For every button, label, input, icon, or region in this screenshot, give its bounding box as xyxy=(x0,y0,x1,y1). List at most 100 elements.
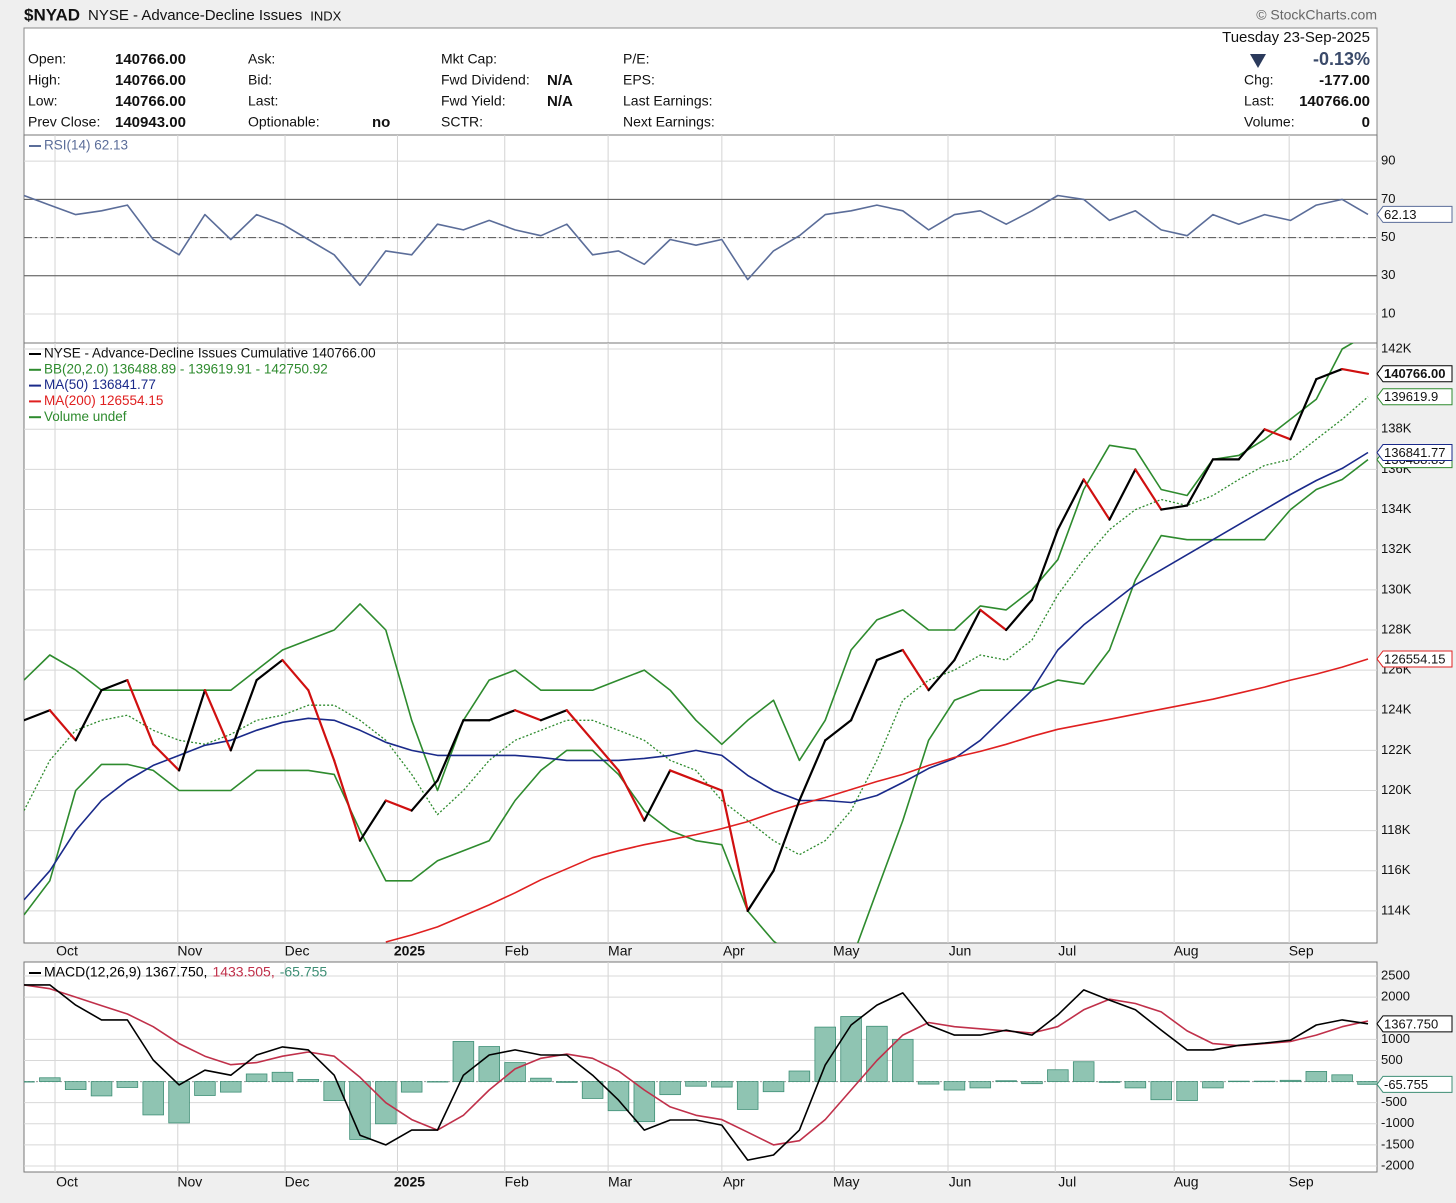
x-tick-label: Nov xyxy=(177,1174,202,1190)
x-tick-label: Aug xyxy=(1174,1174,1199,1190)
x-tick-label: May xyxy=(833,943,859,959)
field-label: Last: xyxy=(1244,93,1274,109)
field-value: 140766.00 xyxy=(1299,93,1370,110)
series-line xyxy=(385,658,1369,943)
price-segment xyxy=(488,709,517,722)
price-segment xyxy=(1030,528,1059,601)
histogram-bar xyxy=(194,1081,216,1096)
histogram-bar xyxy=(1279,1079,1302,1082)
y-tick-label: -1000 xyxy=(1381,1115,1414,1130)
histogram-bar xyxy=(659,1081,681,1096)
price-segment xyxy=(901,648,930,692)
x-tick-label: May xyxy=(833,1174,859,1190)
y-tick-label: 2000 xyxy=(1381,989,1410,1004)
y-tick-label: 138K xyxy=(1381,421,1412,436)
field-label: Next Earnings: xyxy=(623,114,715,130)
histogram-bar xyxy=(478,1046,500,1082)
price-segment xyxy=(1108,468,1137,521)
histogram-bar xyxy=(39,1077,61,1082)
histogram-bar xyxy=(607,1081,630,1112)
y-tick-label: -1500 xyxy=(1381,1136,1414,1151)
histogram-bar xyxy=(1047,1069,1069,1082)
price-segment xyxy=(513,709,543,722)
y-tick-label: 114K xyxy=(1381,902,1411,917)
value-tag: -65.755 xyxy=(1384,1077,1428,1092)
price-segment xyxy=(24,709,51,722)
histogram-bar xyxy=(1357,1081,1377,1085)
x-tick-label: Mar xyxy=(608,943,632,959)
price-segment xyxy=(1185,458,1215,507)
price-segment xyxy=(203,689,232,752)
y-tick-label: 1000 xyxy=(1381,1031,1410,1046)
histogram-bar xyxy=(116,1081,139,1088)
price-segment xyxy=(643,769,672,822)
x-tick-label: Dec xyxy=(285,943,310,959)
y-tick-label: 70 xyxy=(1381,191,1395,206)
price-segment xyxy=(152,743,181,772)
price-segment xyxy=(384,799,413,812)
price-segment xyxy=(410,779,439,812)
price-segment xyxy=(720,789,749,912)
y-tick-label: 90 xyxy=(1381,153,1395,168)
histogram-bar xyxy=(142,1081,164,1116)
field-label: Open: xyxy=(28,51,66,67)
price-segment xyxy=(1082,478,1111,521)
histogram-bar xyxy=(1176,1081,1198,1101)
price-segment xyxy=(669,769,698,782)
y-tick-label: 130K xyxy=(1381,581,1412,596)
field-label: Chg: xyxy=(1244,72,1274,88)
field-value: N/A xyxy=(547,72,573,89)
histogram-bar xyxy=(814,1026,836,1082)
legend-entry: -65.755 xyxy=(280,964,328,980)
plot xyxy=(24,962,1377,1172)
price-segment xyxy=(1341,367,1370,375)
histogram-bar xyxy=(892,1038,914,1082)
price-segment xyxy=(436,719,465,782)
field-value: N/A xyxy=(547,93,573,110)
field-label: Optionable: xyxy=(248,114,320,130)
value-tag-box xyxy=(1376,1015,1453,1033)
histogram-bar xyxy=(349,1081,371,1140)
histogram-bar xyxy=(736,1081,759,1110)
legend-entry: BB(20,2.0) 136488.89 - 139619.91 - 14275… xyxy=(44,361,328,376)
price-segment xyxy=(979,608,1008,632)
x-tick-label: Jun xyxy=(949,943,972,959)
y-tick-label: 30 xyxy=(1381,267,1395,282)
y-tick-label: 142K xyxy=(1381,340,1412,355)
field-value: 140943.00 xyxy=(115,114,186,131)
x-tick-label: 2025 xyxy=(394,943,425,959)
x-tick-label: Dec xyxy=(285,1174,310,1190)
price-segment xyxy=(617,769,646,822)
field-label: Bid: xyxy=(248,72,272,88)
x-tick-label: Apr xyxy=(723,943,745,959)
price-segment xyxy=(824,719,853,742)
legend-entry: MA(50) 136841.77 xyxy=(44,377,156,392)
field-label: Last Earnings: xyxy=(623,93,713,109)
panel xyxy=(23,342,1378,944)
legend-entry: MACD(12,26,9) 1367.750, xyxy=(44,964,207,980)
field-value: -177.00 xyxy=(1319,72,1370,89)
price-segment xyxy=(798,739,827,802)
histogram-bar xyxy=(969,1081,992,1089)
histogram-bar xyxy=(943,1081,966,1091)
value-tag: 62.13 xyxy=(1384,207,1417,222)
field-label: Fwd Dividend: xyxy=(441,72,530,88)
histogram-bar xyxy=(297,1079,320,1082)
x-tick-label: Sep xyxy=(1289,943,1314,959)
histogram-bar xyxy=(1021,1081,1043,1085)
x-tick-label: Jul xyxy=(1058,943,1076,959)
price-segment xyxy=(74,689,103,742)
histogram-bar xyxy=(711,1081,733,1088)
field-label: Ask: xyxy=(248,51,275,67)
value-tag: 1367.750 xyxy=(1384,1016,1438,1031)
x-tick-label: Oct xyxy=(56,1174,78,1190)
histogram-bar xyxy=(530,1077,552,1082)
field-label: Fwd Yield: xyxy=(441,93,506,109)
y-tick-label: 120K xyxy=(1381,782,1412,797)
histogram-bar xyxy=(1305,1071,1328,1082)
price-segment xyxy=(1289,378,1318,441)
legend-entry: NYSE - Advance-Decline Issues Cumulative… xyxy=(44,346,376,361)
histogram-bar xyxy=(1253,1080,1276,1083)
field-value: 140766.00 xyxy=(115,72,186,89)
histogram-bar xyxy=(866,1025,888,1082)
